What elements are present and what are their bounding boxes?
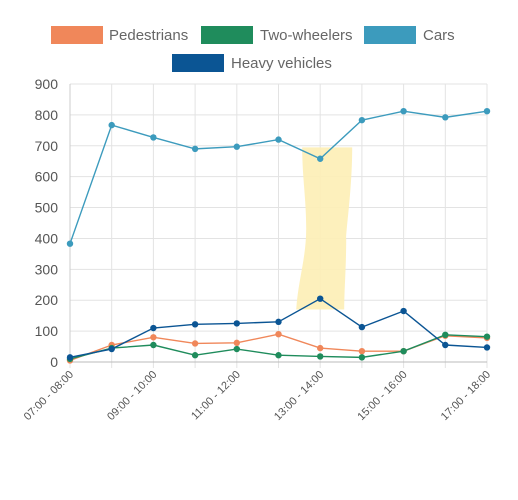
- point-heavy-vehicles-9: [442, 341, 449, 349]
- point-cars-5: [275, 136, 282, 143]
- point-cars-3: [191, 145, 199, 153]
- point-cars-4: [233, 143, 240, 150]
- y-tick-label-900: 900: [35, 76, 59, 92]
- point-cars-0: [66, 240, 74, 247]
- legend-label-pedestrians: Pedestrians: [109, 27, 188, 44]
- y-tick-label-0: 0: [50, 354, 58, 370]
- legend: Pedestrians Two-wheelers Cars Heavy vehicle…: [51, 26, 455, 72]
- axes: 0 100 200 300 400 500 600 700 800 900 07:00 - 08:0…: [22, 76, 493, 423]
- legend-swatch-heavy-vehicles: [172, 54, 224, 72]
- x-tick-label-4: 11:00 - 12:00: [189, 369, 243, 423]
- x-tick-label-2: 09:00 - 10:00: [105, 369, 159, 423]
- point-cars-9: [442, 114, 449, 121]
- legend-label-cars: Cars: [423, 27, 455, 44]
- point-heavy-vehicles-1: [108, 345, 115, 353]
- point-pedestrians-5: [275, 331, 282, 338]
- y-tick-label-400: 400: [35, 230, 59, 246]
- x-tick-label-10: 17:00 - 18:00: [439, 369, 493, 423]
- point-two-wheelers-4: [233, 345, 240, 353]
- y-tick-label-200: 200: [35, 292, 59, 308]
- y-tick-label-700: 700: [35, 138, 59, 154]
- legend-swatch-cars: [364, 26, 416, 44]
- point-heavy-vehicles-7: [358, 323, 366, 331]
- point-pedestrians-3: [191, 340, 199, 347]
- legend-swatch-two-wheelers: [201, 26, 253, 44]
- point-heavy-vehicles-10: [483, 344, 491, 351]
- point-pedestrians-2: [150, 334, 157, 341]
- y-tick-label-300: 300: [35, 261, 59, 277]
- point-heavy-vehicles-6: [317, 295, 324, 302]
- point-two-wheelers-6: [317, 353, 324, 360]
- point-two-wheelers-8: [400, 347, 407, 355]
- point-heavy-vehicles-0: [66, 354, 74, 361]
- point-two-wheelers-3: [191, 352, 199, 359]
- point-heavy-vehicles-3: [191, 321, 199, 328]
- highlight-band: [296, 147, 353, 310]
- point-cars-10: [483, 107, 491, 115]
- point-heavy-vehicles-5: [275, 318, 282, 326]
- point-cars-2: [150, 134, 157, 141]
- x-tick-label-6: 13:00 - 14:00: [272, 369, 326, 423]
- point-two-wheelers-2: [150, 341, 157, 349]
- y-tick-label-800: 800: [35, 107, 59, 123]
- grid: [69, 83, 488, 368]
- point-pedestrians-7: [358, 347, 366, 355]
- point-cars-7: [358, 116, 366, 124]
- point-pedestrians-4: [233, 339, 240, 347]
- point-two-wheelers-7: [358, 354, 366, 361]
- legend-label-heavy-vehicles: Heavy vehicles: [231, 55, 332, 72]
- highlight-region: [296, 147, 353, 310]
- x-tick-label-0: 07:00 - 08:00: [22, 369, 76, 423]
- point-pedestrians-6: [317, 344, 324, 352]
- point-cars-8: [400, 107, 407, 115]
- point-two-wheelers-10: [483, 333, 491, 340]
- series-layer: [66, 107, 491, 364]
- point-cars-6: [317, 155, 324, 162]
- x-tick-label-8: 15:00 - 16:00: [355, 369, 409, 423]
- y-tick-label-600: 600: [35, 169, 59, 185]
- point-heavy-vehicles-4: [233, 320, 240, 327]
- point-heavy-vehicles-8: [400, 307, 407, 315]
- point-cars-1: [108, 121, 115, 129]
- point-two-wheelers-9: [442, 331, 449, 339]
- point-heavy-vehicles-2: [150, 324, 157, 332]
- y-tick-label-100: 100: [35, 323, 59, 339]
- y-tick-label-500: 500: [35, 200, 59, 216]
- point-two-wheelers-5: [275, 352, 282, 359]
- legend-label-two-wheelers: Two-wheelers: [260, 27, 353, 44]
- legend-swatch-pedestrians: [51, 26, 103, 44]
